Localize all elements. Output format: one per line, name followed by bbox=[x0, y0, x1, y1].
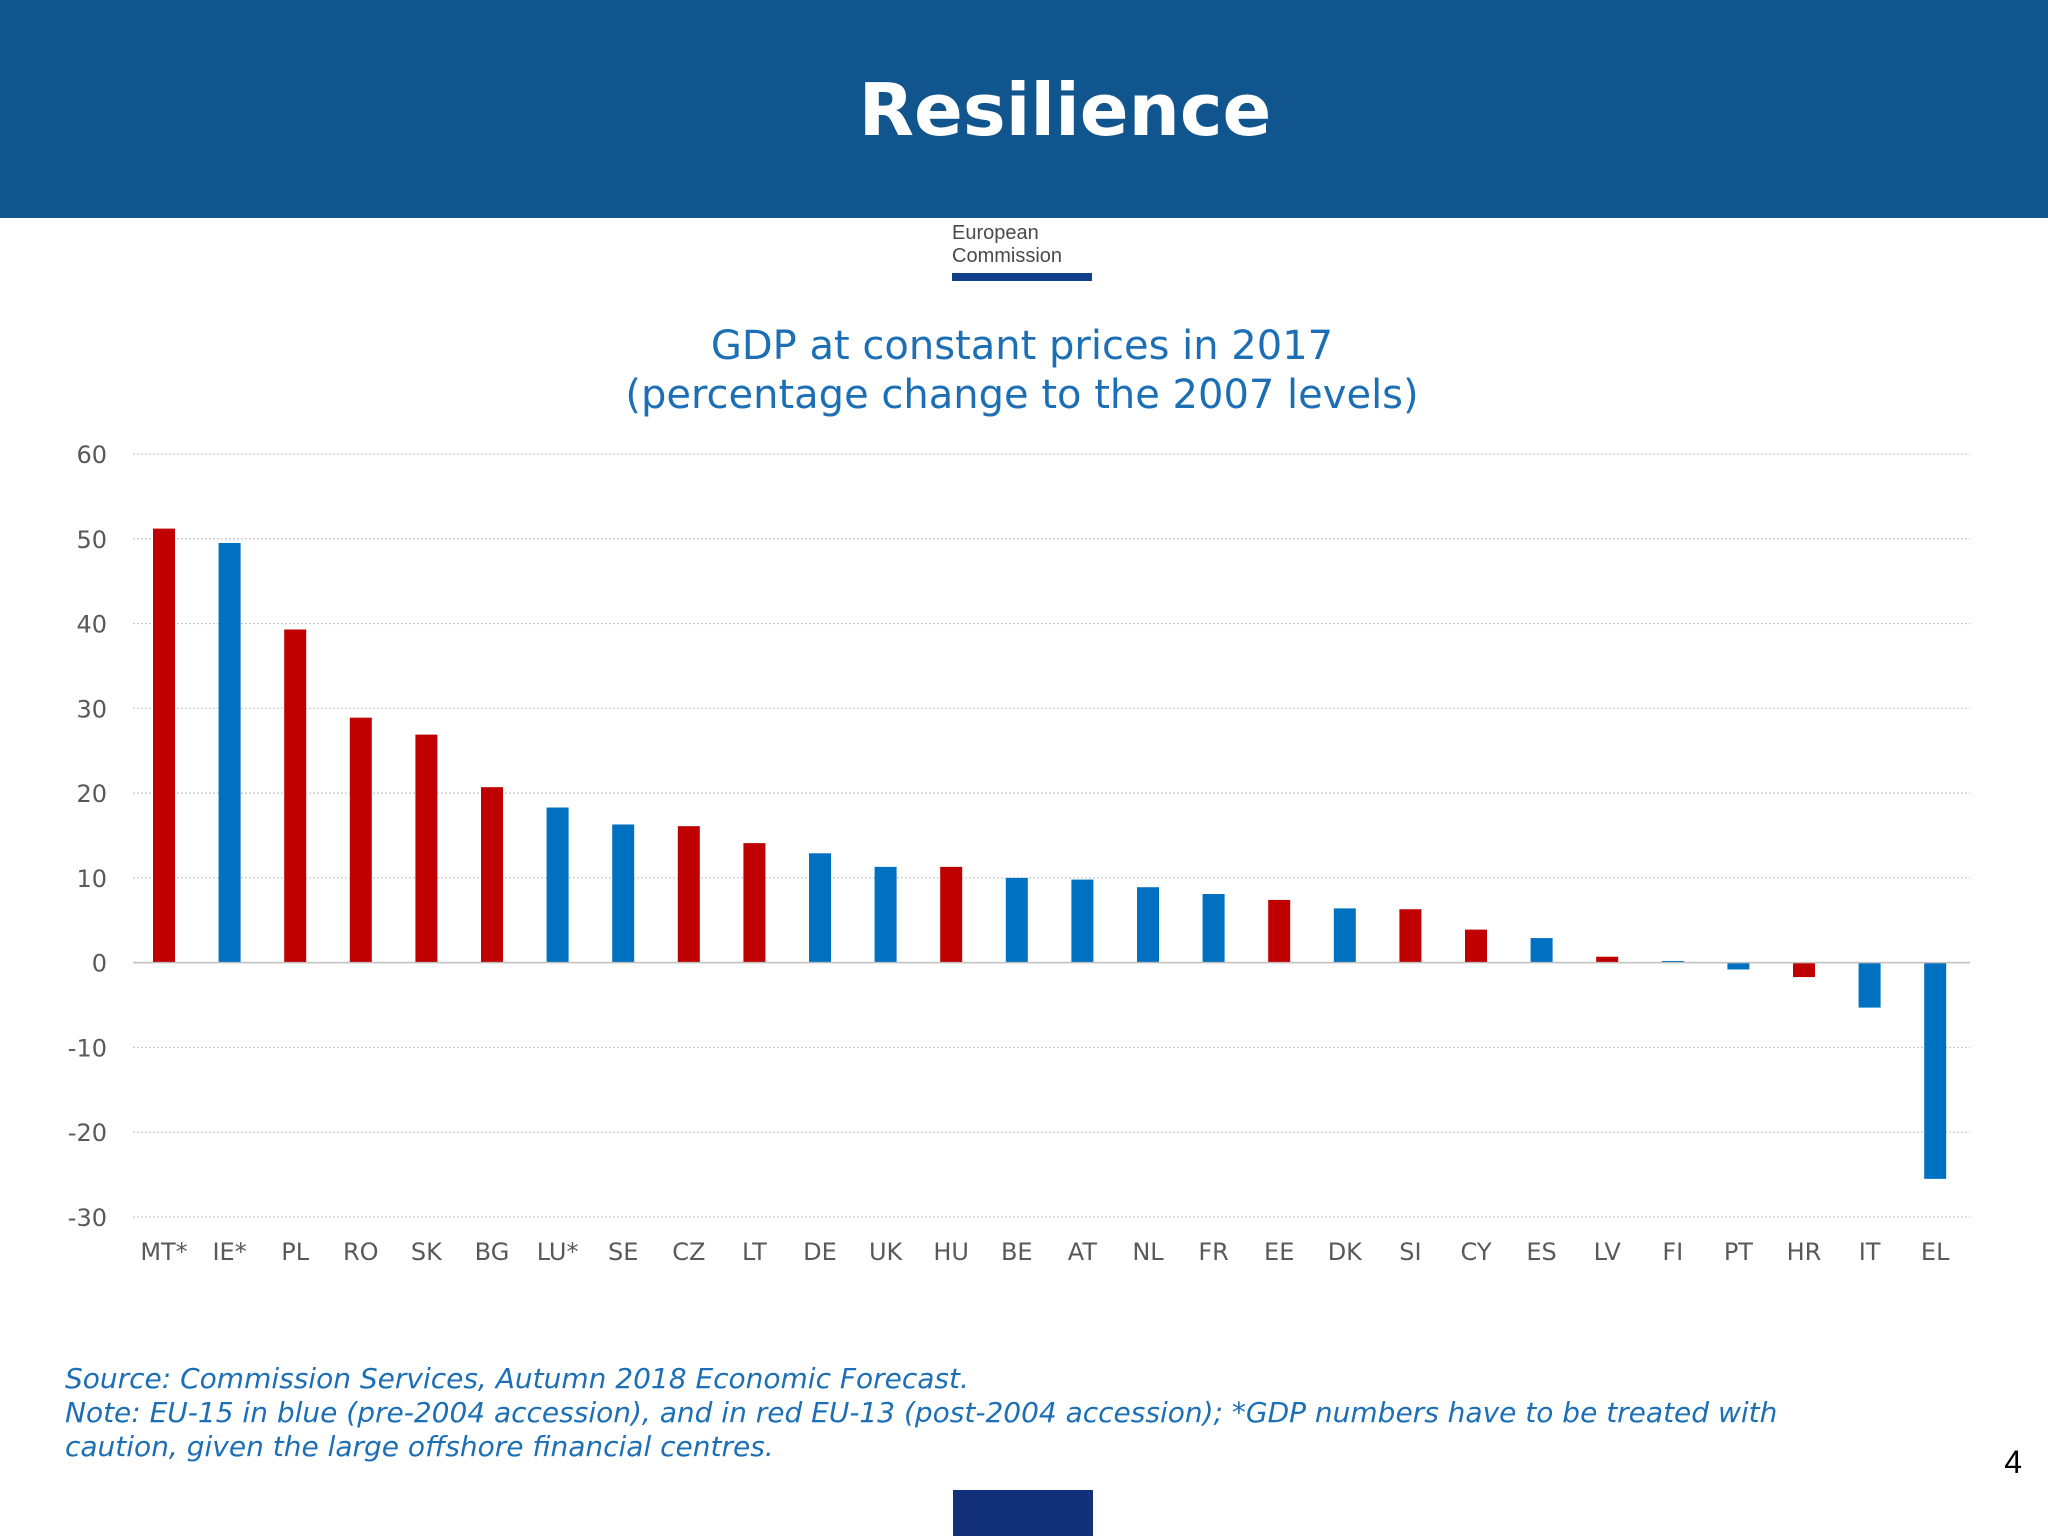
y-tick-label: 40 bbox=[76, 611, 107, 639]
bar bbox=[874, 866, 897, 963]
bar bbox=[349, 717, 372, 963]
bar bbox=[1858, 962, 1881, 1008]
bar bbox=[940, 866, 963, 963]
gdp-bar-chart: 60 50 40 30 20 10 0 -10 -20 -30 MT* IE* PL RO SK BG LU* S… bbox=[68, 441, 1970, 1266]
bar bbox=[1924, 962, 1947, 1179]
chart-title-line-1: GDP at constant prices in 2017 bbox=[710, 323, 1334, 369]
logo-text-line-1: European bbox=[952, 222, 1039, 244]
y-tick-label: -30 bbox=[68, 1204, 107, 1232]
x-tick-label: SE bbox=[608, 1238, 638, 1266]
bar bbox=[1727, 962, 1750, 970]
x-tick-label: LU* bbox=[537, 1238, 579, 1266]
logo-underline bbox=[952, 273, 1092, 281]
x-tick-label: NL bbox=[1132, 1238, 1164, 1266]
y-tick-label: 30 bbox=[76, 695, 107, 723]
bar bbox=[1661, 960, 1684, 963]
bar bbox=[481, 787, 503, 963]
bar bbox=[612, 824, 635, 963]
x-tick-label: BE bbox=[1001, 1238, 1033, 1266]
bar bbox=[1530, 938, 1553, 963]
x-tick-label: RO bbox=[343, 1238, 379, 1266]
slide-title: Resilience bbox=[858, 68, 1272, 152]
x-tick-label: LT bbox=[742, 1238, 767, 1266]
bar bbox=[809, 853, 831, 963]
note-text-line-2: caution, given the large offshore financ… bbox=[65, 1430, 774, 1463]
bar bbox=[284, 629, 307, 963]
bar bbox=[1268, 899, 1291, 963]
bar bbox=[1137, 887, 1159, 963]
x-tick-label: IT bbox=[1859, 1238, 1881, 1266]
x-tick-label: FR bbox=[1198, 1238, 1228, 1266]
title-banner: Resilience bbox=[0, 0, 2048, 218]
x-tick-label: FI bbox=[1662, 1238, 1683, 1266]
bar bbox=[153, 528, 175, 963]
bar bbox=[677, 826, 700, 963]
chart-subtitle: (percentage change to the 2007 levels) bbox=[625, 372, 1419, 418]
x-tick-label: CZ bbox=[672, 1238, 705, 1266]
x-tick-label: HU bbox=[933, 1238, 969, 1266]
x-tick-label: IE* bbox=[212, 1238, 246, 1266]
y-tick-label: 10 bbox=[76, 865, 107, 893]
y-tick-label: -10 bbox=[68, 1034, 107, 1062]
x-tick-label: LV bbox=[1594, 1238, 1622, 1266]
x-tick-label: SI bbox=[1399, 1238, 1421, 1266]
bar bbox=[1465, 929, 1487, 963]
logo-text-line-2: Commission bbox=[952, 245, 1063, 267]
y-tick-label: 60 bbox=[76, 441, 107, 469]
x-tick-label: AT bbox=[1068, 1238, 1098, 1266]
y-tick-label: -20 bbox=[68, 1119, 107, 1147]
x-tick-label: PT bbox=[1724, 1238, 1753, 1266]
y-tick-label: 0 bbox=[92, 950, 107, 978]
chart-title: GDP at constant prices in 2017 (percenta… bbox=[500, 322, 1544, 420]
page-number: 4 bbox=[2004, 1444, 2022, 1480]
bar bbox=[1596, 956, 1619, 963]
y-tick-label: 20 bbox=[76, 780, 107, 808]
bar bbox=[1333, 908, 1356, 963]
source-text: Source: Commission Services, Autumn 2018… bbox=[65, 1362, 969, 1395]
x-tick-label: ES bbox=[1526, 1238, 1556, 1266]
x-tick-label: HR bbox=[1787, 1238, 1822, 1266]
y-tick-label: 50 bbox=[76, 526, 107, 554]
eu-flag-block bbox=[953, 1490, 1093, 1536]
x-tick-label: DE bbox=[803, 1238, 837, 1266]
x-tick-label: EL bbox=[1921, 1238, 1950, 1266]
bar bbox=[218, 543, 241, 963]
x-tick-label: MT* bbox=[140, 1238, 187, 1266]
bar bbox=[1202, 893, 1225, 963]
x-tick-label: BG bbox=[475, 1238, 510, 1266]
bar bbox=[743, 843, 766, 963]
bar bbox=[1793, 962, 1815, 978]
x-tick-label: PL bbox=[281, 1238, 309, 1266]
note-text-line-1: Note: EU-15 in blue (pre-2004 accession)… bbox=[65, 1396, 1778, 1429]
european-commission-logo: European Commission bbox=[952, 222, 1092, 281]
x-tick-label: EE bbox=[1264, 1238, 1294, 1266]
x-tick-label: UK bbox=[869, 1238, 904, 1266]
bar bbox=[546, 807, 569, 963]
bar bbox=[1399, 909, 1422, 963]
bar bbox=[1005, 877, 1028, 963]
x-tick-label: SK bbox=[411, 1238, 443, 1266]
bar bbox=[1071, 879, 1094, 963]
x-tick-label: DK bbox=[1328, 1238, 1363, 1266]
footnote: Source: Commission Services, Autumn 2018… bbox=[65, 1362, 1925, 1464]
x-tick-label: CY bbox=[1461, 1238, 1492, 1266]
bar bbox=[415, 734, 438, 963]
